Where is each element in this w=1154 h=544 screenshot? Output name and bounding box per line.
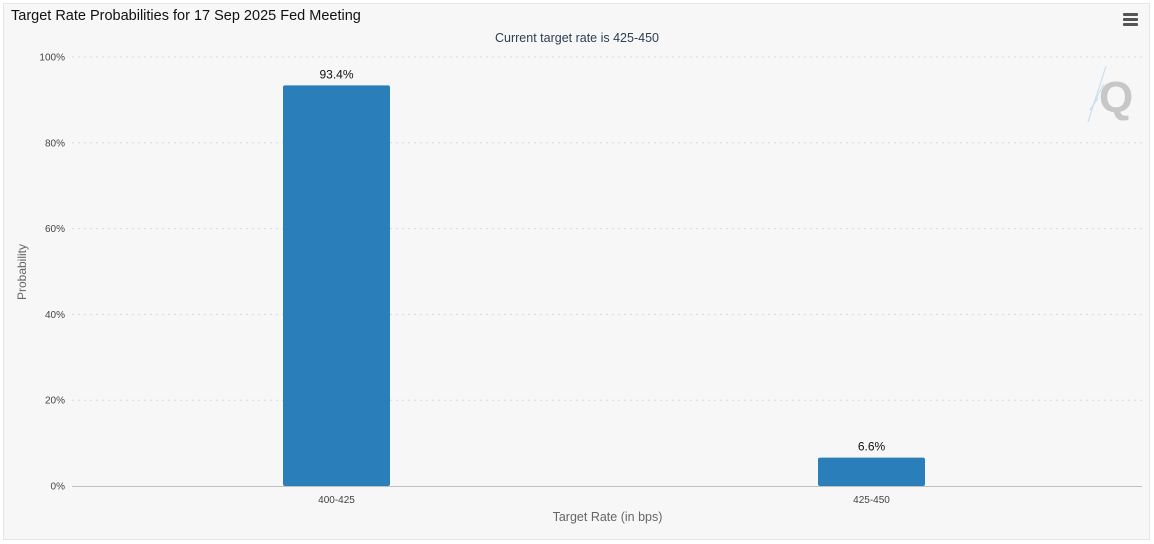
chart-title: Target Rate Probabilities for 17 Sep 202… [11, 8, 361, 24]
q-logo-icon: Q [1087, 65, 1133, 123]
x-tick-label: 400-425 [318, 495, 355, 506]
chart-panel [3, 3, 1150, 540]
x-axis-label: Target Rate (in bps) [552, 510, 663, 524]
y-tick-label: 80% [45, 138, 65, 149]
hamburger-menu-icon[interactable] [1118, 8, 1142, 30]
data-labels: 93.4% 6.6% [319, 67, 885, 453]
y-tick-label: 0% [51, 482, 66, 493]
chart-subtitle: Current target rate is 425-450 [495, 31, 659, 45]
bar [818, 457, 925, 486]
data-label: 6.6% [858, 440, 886, 454]
svg-text:Q: Q [1099, 73, 1133, 122]
y-tick-label: 60% [45, 224, 65, 235]
y-tick-label: 20% [45, 396, 65, 407]
y-tick-labels: 0% 20% 40% 60% 80% 100% [39, 53, 65, 493]
bar [283, 85, 390, 487]
x-tick-labels: 400-425 425-450 [318, 495, 890, 506]
y-tick-label: 100% [39, 53, 65, 64]
y-tick-label: 40% [45, 310, 65, 321]
bars [283, 85, 925, 487]
x-tick-label: 425-450 [853, 495, 890, 506]
data-label: 93.4% [319, 67, 353, 81]
y-axis-label: Probability [15, 243, 29, 301]
gridlines [72, 56, 1142, 401]
